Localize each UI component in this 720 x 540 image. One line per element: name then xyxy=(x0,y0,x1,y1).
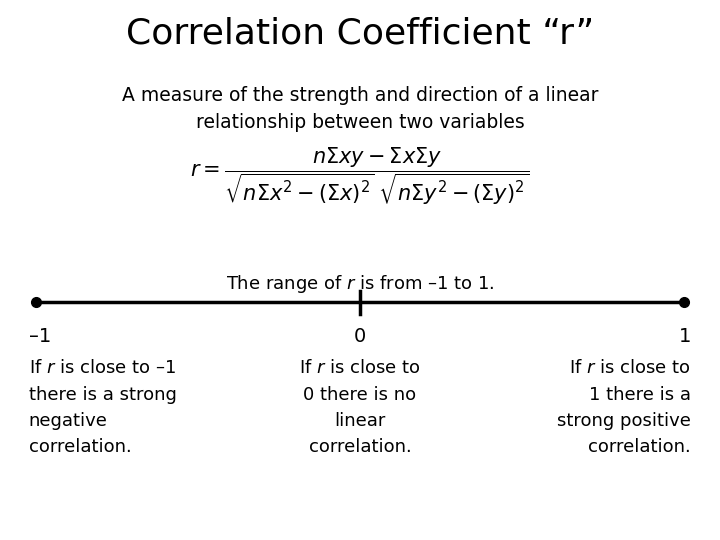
Text: The range of $r$ is from –1 to 1.: The range of $r$ is from –1 to 1. xyxy=(225,273,495,295)
Text: Correlation Coefficient “r”: Correlation Coefficient “r” xyxy=(126,16,594,50)
Text: relationship between two variables: relationship between two variables xyxy=(196,113,524,132)
Text: 1: 1 xyxy=(679,327,691,346)
Text: $r = \dfrac{n\Sigma xy - \Sigma x\Sigma y}{\sqrt{n\Sigma x^2 - (\Sigma x)^2}\;\s: $r = \dfrac{n\Sigma xy - \Sigma x\Sigma … xyxy=(190,146,530,207)
Text: If $r$ is close to –1
there is a strong
negative
correlation.: If $r$ is close to –1 there is a strong … xyxy=(29,359,176,456)
Text: If $r$ is close to
1 there is a
strong positive
correlation.: If $r$ is close to 1 there is a strong p… xyxy=(557,359,691,456)
Text: If $r$ is close to
0 there is no
linear
correlation.: If $r$ is close to 0 there is no linear … xyxy=(299,359,421,456)
Text: –1: –1 xyxy=(29,327,51,346)
Text: A measure of the strength and direction of a linear: A measure of the strength and direction … xyxy=(122,86,598,105)
Text: 0: 0 xyxy=(354,327,366,346)
